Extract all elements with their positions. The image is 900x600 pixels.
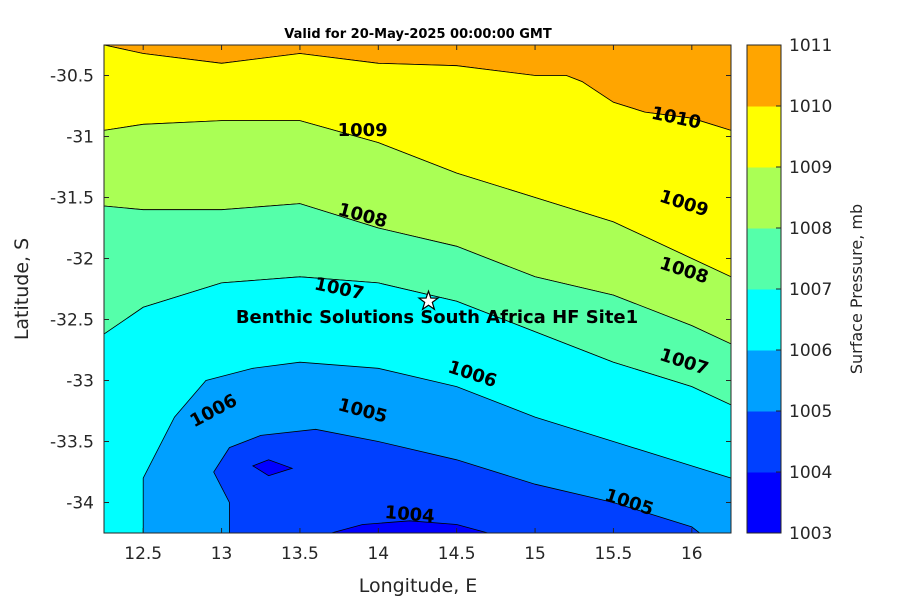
plot-area bbox=[104, 45, 731, 533]
y-tick-label: -31.5 bbox=[50, 189, 94, 209]
site-star-icon bbox=[417, 289, 440, 311]
y-tick-label: -31 bbox=[66, 128, 94, 148]
x-tick-label: 14 bbox=[367, 544, 389, 564]
colorbar-tick-label: 1005 bbox=[789, 402, 832, 422]
y-tick-label: -32 bbox=[66, 250, 94, 270]
x-tick-label: 13.5 bbox=[281, 544, 319, 564]
x-tick-label: 15.5 bbox=[595, 544, 633, 564]
x-tick-label: 15 bbox=[524, 544, 546, 564]
colorbar-band-1007 bbox=[747, 228, 781, 290]
colorbar-band-1010 bbox=[747, 45, 781, 107]
site-marker: Benthic Solutions South Africa HF Site1 bbox=[236, 289, 638, 328]
colorbar: 1003 1004 1005 1006 1007 1008 1009 1010 1011 bbox=[746, 36, 832, 544]
chart-title: Valid for 20-May-2025 00:00:00 GMT bbox=[284, 27, 552, 42]
colorbar-tick-label: 1010 bbox=[789, 97, 832, 117]
contour-label-1: 1009 bbox=[338, 120, 388, 141]
x-tick-label: 13 bbox=[211, 544, 233, 564]
colorbar-label: Surface Pressure, mb bbox=[847, 204, 866, 374]
colorbar-band-1006 bbox=[747, 289, 781, 351]
y-tick-label: -32.5 bbox=[50, 311, 94, 331]
colorbar-band-1009 bbox=[747, 106, 781, 168]
x-tick-label: 12.5 bbox=[124, 544, 162, 564]
plot-frame bbox=[103, 44, 732, 534]
site-label: Benthic Solutions South Africa HF Site1 bbox=[236, 307, 638, 328]
y-axis-label: Latitude, S bbox=[11, 238, 33, 340]
x-axis-label: Longitude, E bbox=[359, 575, 478, 597]
y-tick-label: -33 bbox=[66, 372, 94, 392]
contour-regions bbox=[104, 45, 731, 533]
colorbar-tick-label: 1009 bbox=[789, 158, 832, 178]
contour-region-1003-8 bbox=[252, 459, 294, 477]
y-tick-label: -30.5 bbox=[50, 67, 94, 87]
contour-region-1004-6 bbox=[213, 428, 701, 533]
colorbar-tick-label: 1011 bbox=[789, 36, 832, 56]
contour-label-11: 1004 bbox=[384, 502, 436, 527]
contour-region-1003-7 bbox=[331, 520, 489, 533]
x-tick-label: 14.5 bbox=[438, 544, 476, 564]
colorbar-band-1003 bbox=[747, 472, 781, 534]
y-axis-ticks: -30.5 -31 -31.5 -32 -32.5 -33 -33.5 -34 bbox=[50, 67, 731, 514]
y-tick-label: -34 bbox=[66, 494, 94, 514]
colorbar-tick-label: 1006 bbox=[789, 341, 832, 361]
x-axis-ticks: 12.5 13 13.5 14 14.5 15 15.5 16 bbox=[124, 45, 703, 564]
x-tick-label: 16 bbox=[681, 544, 703, 564]
colorbar-band-1004 bbox=[747, 411, 781, 473]
colorbar-tick-label: 1004 bbox=[789, 463, 832, 483]
colorbar-tick-label: 1003 bbox=[789, 524, 832, 544]
y-tick-label: -33.5 bbox=[50, 433, 94, 453]
colorbar-tick-label: 1007 bbox=[789, 280, 832, 300]
colorbar-tick-label: 1008 bbox=[789, 219, 832, 239]
colorbar-band-1005 bbox=[747, 350, 781, 412]
colorbar-band-1008 bbox=[747, 167, 781, 229]
